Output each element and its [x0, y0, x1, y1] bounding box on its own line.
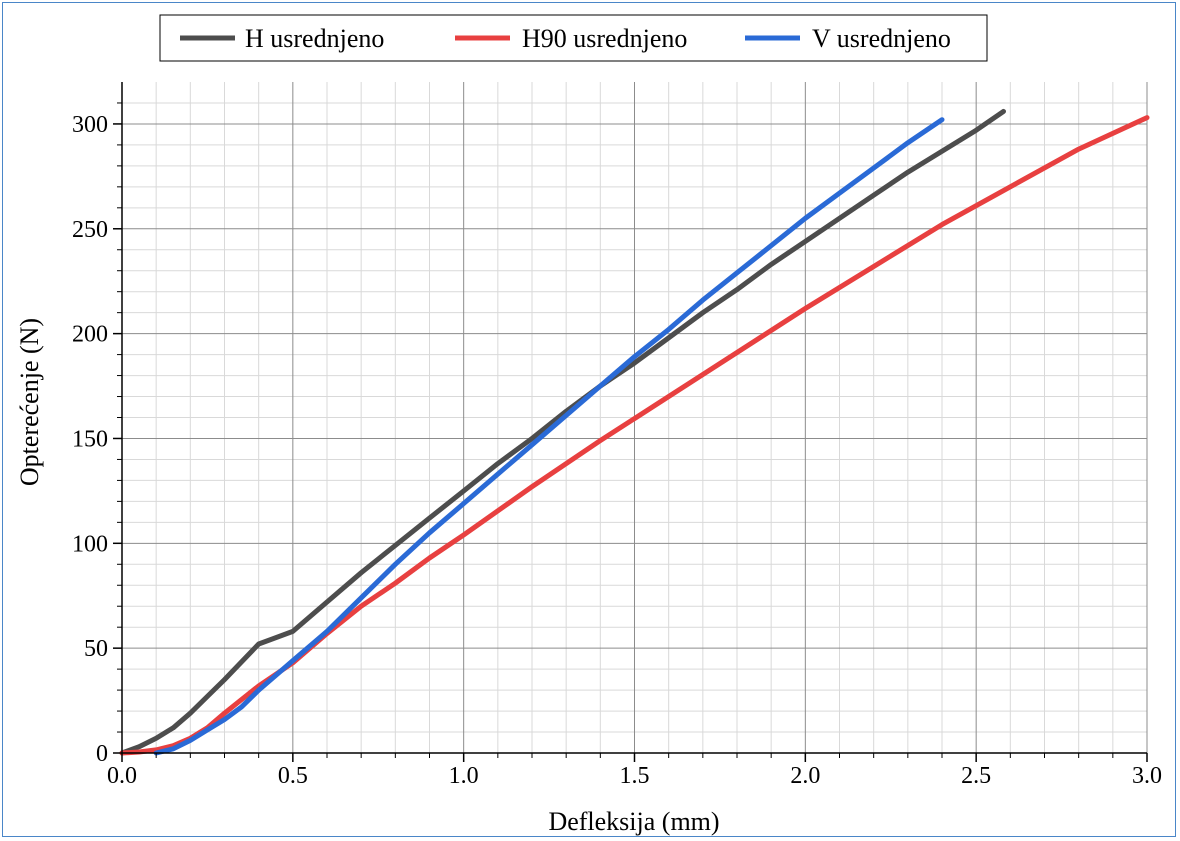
- tick-labels: 0.0 0.5 1.0 1.5 2.0 2.5 3.0 0 50 100 150 200 250 300: [72, 112, 1162, 789]
- y-tick-label: 0: [96, 741, 108, 767]
- x-tick-label: 3.0: [1132, 763, 1162, 789]
- x-tick-label: 0.5: [278, 763, 308, 789]
- legend-label-v: V usrednjeno: [812, 24, 951, 53]
- y-axis-title: Opterećenje (N): [15, 318, 44, 486]
- y-tick-label: 50: [84, 636, 108, 662]
- y-tick-label: 150: [72, 426, 108, 452]
- legend-label-h90: H90 usrednjeno: [522, 24, 687, 53]
- y-tick-label: 300: [72, 112, 108, 138]
- y-tick-label: 100: [72, 531, 108, 557]
- grid: [122, 82, 1148, 753]
- x-tick-label: 1.5: [620, 763, 650, 789]
- x-tick-label: 1.0: [449, 763, 479, 789]
- x-axis-title: Defleksija (mm): [548, 807, 719, 836]
- series-line-2: [153, 117, 945, 756]
- x-tick-label: 2.5: [961, 763, 991, 789]
- y-tick-label: 200: [72, 322, 108, 348]
- legend: H usrednjeno H90 usrednjeno V usrednjeno: [159, 14, 988, 62]
- series-lines: [119, 108, 1150, 756]
- x-tick-label: 0.0: [107, 763, 137, 789]
- legend-label-h: H usrednjeno: [245, 24, 384, 53]
- series-line-0: [119, 108, 1006, 756]
- y-tick-label: 250: [72, 217, 108, 243]
- x-tick-label: 2.0: [790, 763, 820, 789]
- legend-box: [159, 14, 988, 62]
- axes: [113, 82, 1148, 762]
